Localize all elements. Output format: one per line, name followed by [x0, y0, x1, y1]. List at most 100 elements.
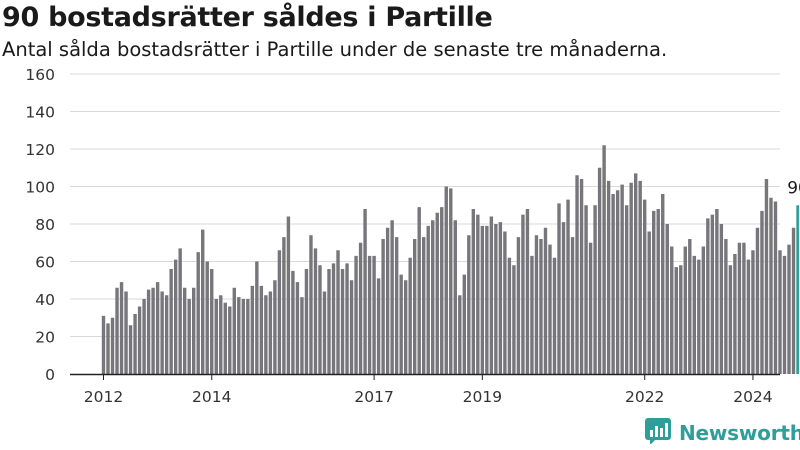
bar [192, 287, 196, 374]
bar [322, 291, 327, 374]
bar [349, 280, 354, 374]
bar [286, 216, 291, 374]
bar [444, 186, 448, 374]
bar [164, 295, 169, 374]
x-tick-label: 2022 [625, 388, 664, 406]
bar [241, 299, 246, 374]
bar [715, 209, 719, 374]
bar [277, 250, 282, 374]
bar [309, 235, 313, 374]
bar [597, 167, 602, 374]
bar [403, 280, 408, 374]
y-tick-label: 100 [25, 179, 55, 197]
bar [638, 180, 642, 374]
bar [643, 199, 647, 374]
bar [331, 263, 336, 374]
bar [345, 263, 349, 374]
bar [503, 231, 507, 374]
bar [778, 250, 782, 374]
bar [358, 242, 363, 374]
bar [548, 244, 552, 374]
bar [106, 323, 110, 374]
bar [697, 259, 701, 374]
bar [593, 205, 597, 374]
bar [674, 267, 678, 374]
bar [679, 265, 683, 374]
bar [584, 205, 588, 374]
bar [494, 224, 498, 374]
bar [282, 237, 286, 374]
bar [385, 227, 390, 374]
bar [706, 218, 710, 374]
bar [579, 179, 584, 374]
x-tick-label: 2014 [192, 388, 231, 406]
bar [760, 210, 764, 374]
bar [710, 214, 715, 374]
bar [742, 242, 746, 374]
bar [237, 297, 241, 374]
bar [151, 287, 155, 374]
bar [124, 291, 128, 374]
bar [588, 242, 593, 374]
bar [182, 287, 187, 374]
bar [246, 299, 250, 374]
bar [606, 180, 611, 374]
bar [791, 227, 796, 374]
bar [110, 317, 115, 374]
bar [133, 314, 137, 374]
bar [489, 216, 494, 374]
bar [259, 285, 264, 374]
bar [615, 190, 620, 374]
bar [665, 224, 669, 374]
brand-name: Newsworthy [679, 421, 800, 445]
bar [115, 287, 119, 374]
bar [769, 197, 773, 374]
bar [746, 259, 751, 374]
bar [683, 246, 687, 374]
chart-subtitle: Antal sålda bostadsrätter i Partille und… [2, 38, 668, 61]
bar [724, 239, 728, 374]
bar [201, 229, 205, 374]
bar [219, 295, 223, 374]
bar [435, 212, 439, 374]
bar [440, 207, 444, 374]
bar [273, 280, 277, 374]
bar [376, 278, 381, 374]
bar [521, 214, 525, 374]
y-axis-ticks: 0 20 40 60 80 100 120 140 160 [25, 66, 55, 384]
bar [796, 205, 799, 374]
y-tick-label: 40 [35, 291, 55, 309]
newsworthy-brand: Newsworthy [645, 418, 800, 448]
bar [764, 179, 769, 374]
bar [575, 175, 579, 374]
last-value-label: 90 [787, 178, 800, 198]
bar [155, 282, 160, 374]
bar [160, 291, 164, 374]
bar [516, 237, 521, 374]
bar [692, 255, 697, 374]
bar [205, 261, 209, 374]
bar [656, 209, 660, 374]
bar [128, 325, 133, 374]
bar [232, 287, 236, 374]
bar [210, 269, 214, 374]
bar [214, 299, 218, 374]
bar [561, 222, 566, 374]
bar [773, 201, 778, 374]
bar [652, 210, 656, 374]
bar [512, 265, 516, 374]
bar [300, 297, 304, 374]
bar [476, 214, 480, 374]
bar [471, 209, 476, 374]
bar [295, 282, 300, 374]
bar [178, 248, 182, 374]
bar [264, 295, 268, 374]
y-tick-label: 120 [25, 141, 55, 159]
bar [782, 255, 787, 374]
bar [661, 194, 665, 374]
bar [570, 237, 575, 374]
bar [728, 265, 733, 374]
bar [525, 209, 530, 374]
bar [119, 282, 124, 374]
x-tick-label: 2024 [733, 388, 772, 406]
